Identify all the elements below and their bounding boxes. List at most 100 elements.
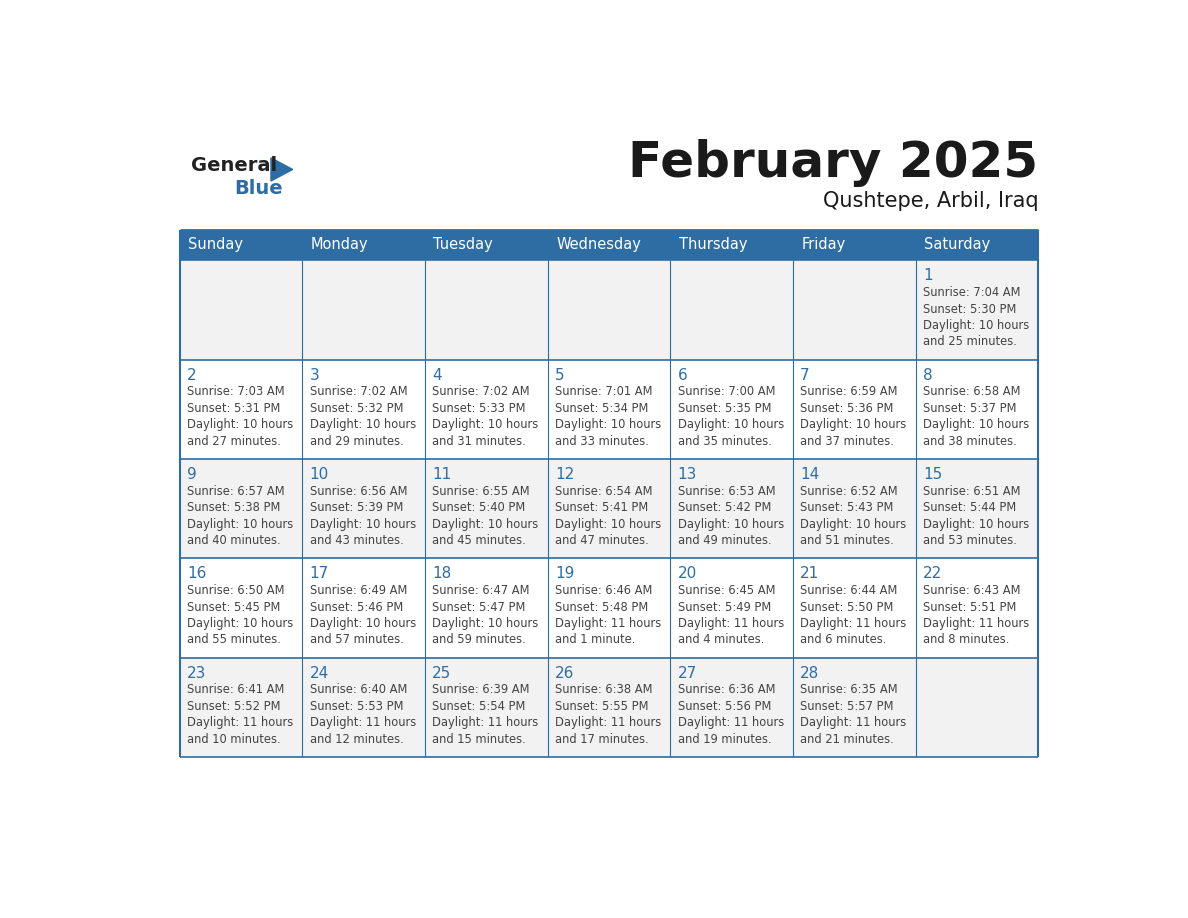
Text: Sunset: 5:30 PM: Sunset: 5:30 PM — [923, 303, 1016, 316]
Text: Sunset: 5:35 PM: Sunset: 5:35 PM — [677, 402, 771, 415]
Text: Sunset: 5:56 PM: Sunset: 5:56 PM — [677, 700, 771, 713]
Text: Sunset: 5:40 PM: Sunset: 5:40 PM — [432, 501, 525, 514]
Text: Sunrise: 6:47 AM: Sunrise: 6:47 AM — [432, 584, 530, 597]
Bar — [179, 360, 1038, 459]
Text: Sunrise: 6:43 AM: Sunrise: 6:43 AM — [923, 584, 1020, 597]
Text: Sunset: 5:50 PM: Sunset: 5:50 PM — [801, 600, 893, 613]
Text: Sunrise: 6:55 AM: Sunrise: 6:55 AM — [432, 485, 530, 498]
Text: and 55 minutes.: and 55 minutes. — [187, 633, 280, 646]
Text: Wednesday: Wednesday — [556, 238, 642, 252]
Text: 19: 19 — [555, 566, 574, 581]
Text: Sunset: 5:51 PM: Sunset: 5:51 PM — [923, 600, 1016, 613]
Text: and 25 minutes.: and 25 minutes. — [923, 335, 1017, 348]
Text: and 21 minutes.: and 21 minutes. — [801, 733, 893, 745]
Text: Blue: Blue — [234, 179, 283, 198]
Text: Sunset: 5:57 PM: Sunset: 5:57 PM — [801, 700, 893, 713]
Text: Sunrise: 6:46 AM: Sunrise: 6:46 AM — [555, 584, 652, 597]
Text: General: General — [191, 156, 277, 175]
Text: Sunrise: 6:53 AM: Sunrise: 6:53 AM — [677, 485, 776, 498]
Text: Sunset: 5:37 PM: Sunset: 5:37 PM — [923, 402, 1017, 415]
Text: and 27 minutes.: and 27 minutes. — [187, 434, 280, 448]
Text: Qushtepe, Arbil, Iraq: Qushtepe, Arbil, Iraq — [822, 191, 1038, 211]
Text: Sunset: 5:43 PM: Sunset: 5:43 PM — [801, 501, 893, 514]
Text: 16: 16 — [187, 566, 207, 581]
Text: Sunrise: 6:51 AM: Sunrise: 6:51 AM — [923, 485, 1020, 498]
Text: Sunset: 5:46 PM: Sunset: 5:46 PM — [310, 600, 403, 613]
Text: Daylight: 10 hours: Daylight: 10 hours — [677, 518, 784, 531]
Text: Daylight: 11 hours: Daylight: 11 hours — [432, 716, 538, 729]
Text: Tuesday: Tuesday — [434, 238, 493, 252]
Text: and 43 minutes.: and 43 minutes. — [310, 534, 403, 547]
Text: Friday: Friday — [802, 238, 846, 252]
Text: Daylight: 10 hours: Daylight: 10 hours — [677, 419, 784, 431]
Text: Sunday: Sunday — [188, 238, 244, 252]
Text: Daylight: 11 hours: Daylight: 11 hours — [677, 716, 784, 729]
Text: Thursday: Thursday — [678, 238, 747, 252]
Text: Sunset: 5:55 PM: Sunset: 5:55 PM — [555, 700, 649, 713]
Text: Sunrise: 7:04 AM: Sunrise: 7:04 AM — [923, 286, 1020, 299]
Text: Sunset: 5:44 PM: Sunset: 5:44 PM — [923, 501, 1016, 514]
Text: 2: 2 — [187, 367, 196, 383]
Text: 24: 24 — [310, 666, 329, 680]
Text: Sunrise: 6:45 AM: Sunrise: 6:45 AM — [677, 584, 775, 597]
Text: 22: 22 — [923, 566, 942, 581]
Text: Sunset: 5:53 PM: Sunset: 5:53 PM — [310, 700, 403, 713]
Text: Daylight: 11 hours: Daylight: 11 hours — [555, 716, 662, 729]
Text: Sunrise: 6:56 AM: Sunrise: 6:56 AM — [310, 485, 407, 498]
Text: Sunset: 5:41 PM: Sunset: 5:41 PM — [555, 501, 649, 514]
Text: Daylight: 10 hours: Daylight: 10 hours — [432, 617, 538, 630]
Text: Sunrise: 7:02 AM: Sunrise: 7:02 AM — [310, 386, 407, 398]
Text: Sunrise: 6:44 AM: Sunrise: 6:44 AM — [801, 584, 898, 597]
Text: 28: 28 — [801, 666, 820, 680]
Text: Sunrise: 6:35 AM: Sunrise: 6:35 AM — [801, 684, 898, 697]
Text: Daylight: 10 hours: Daylight: 10 hours — [923, 319, 1029, 332]
Text: Daylight: 10 hours: Daylight: 10 hours — [923, 419, 1029, 431]
Text: 17: 17 — [310, 566, 329, 581]
Text: 8: 8 — [923, 367, 933, 383]
Text: 9: 9 — [187, 467, 196, 482]
Text: and 15 minutes.: and 15 minutes. — [432, 733, 526, 745]
Text: and 29 minutes.: and 29 minutes. — [310, 434, 403, 448]
Text: Sunset: 5:36 PM: Sunset: 5:36 PM — [801, 402, 893, 415]
Text: Daylight: 10 hours: Daylight: 10 hours — [432, 419, 538, 431]
Text: 21: 21 — [801, 566, 820, 581]
Text: 5: 5 — [555, 367, 564, 383]
Text: Daylight: 10 hours: Daylight: 10 hours — [432, 518, 538, 531]
Text: Sunset: 5:31 PM: Sunset: 5:31 PM — [187, 402, 280, 415]
Text: and 38 minutes.: and 38 minutes. — [923, 434, 1017, 448]
Text: and 1 minute.: and 1 minute. — [555, 633, 636, 646]
Text: and 53 minutes.: and 53 minutes. — [923, 534, 1017, 547]
Text: Sunset: 5:52 PM: Sunset: 5:52 PM — [187, 700, 280, 713]
Text: 4: 4 — [432, 367, 442, 383]
Text: and 17 minutes.: and 17 minutes. — [555, 733, 649, 745]
Text: Sunrise: 6:52 AM: Sunrise: 6:52 AM — [801, 485, 898, 498]
Text: Sunrise: 6:50 AM: Sunrise: 6:50 AM — [187, 584, 284, 597]
Text: 18: 18 — [432, 566, 451, 581]
Text: 13: 13 — [677, 467, 697, 482]
Text: 14: 14 — [801, 467, 820, 482]
Bar — [179, 657, 1038, 757]
Text: and 47 minutes.: and 47 minutes. — [555, 534, 649, 547]
Text: 25: 25 — [432, 666, 451, 680]
Text: Sunrise: 6:36 AM: Sunrise: 6:36 AM — [677, 684, 775, 697]
Bar — [179, 558, 1038, 657]
Text: Daylight: 10 hours: Daylight: 10 hours — [923, 518, 1029, 531]
Bar — [179, 230, 1038, 261]
Text: Sunrise: 6:40 AM: Sunrise: 6:40 AM — [310, 684, 407, 697]
Text: and 51 minutes.: and 51 minutes. — [801, 534, 893, 547]
Text: Sunset: 5:33 PM: Sunset: 5:33 PM — [432, 402, 526, 415]
Text: Sunrise: 7:03 AM: Sunrise: 7:03 AM — [187, 386, 284, 398]
Text: Daylight: 11 hours: Daylight: 11 hours — [555, 617, 662, 630]
Text: Daylight: 10 hours: Daylight: 10 hours — [310, 419, 416, 431]
Text: Sunrise: 6:39 AM: Sunrise: 6:39 AM — [432, 684, 530, 697]
Text: Daylight: 11 hours: Daylight: 11 hours — [923, 617, 1029, 630]
Text: Sunset: 5:32 PM: Sunset: 5:32 PM — [310, 402, 403, 415]
Text: and 37 minutes.: and 37 minutes. — [801, 434, 895, 448]
Text: 7: 7 — [801, 367, 810, 383]
Text: 11: 11 — [432, 467, 451, 482]
Text: and 8 minutes.: and 8 minutes. — [923, 633, 1010, 646]
Text: 20: 20 — [677, 566, 697, 581]
Text: Sunset: 5:42 PM: Sunset: 5:42 PM — [677, 501, 771, 514]
Text: Sunset: 5:48 PM: Sunset: 5:48 PM — [555, 600, 649, 613]
Text: 1: 1 — [923, 268, 933, 284]
